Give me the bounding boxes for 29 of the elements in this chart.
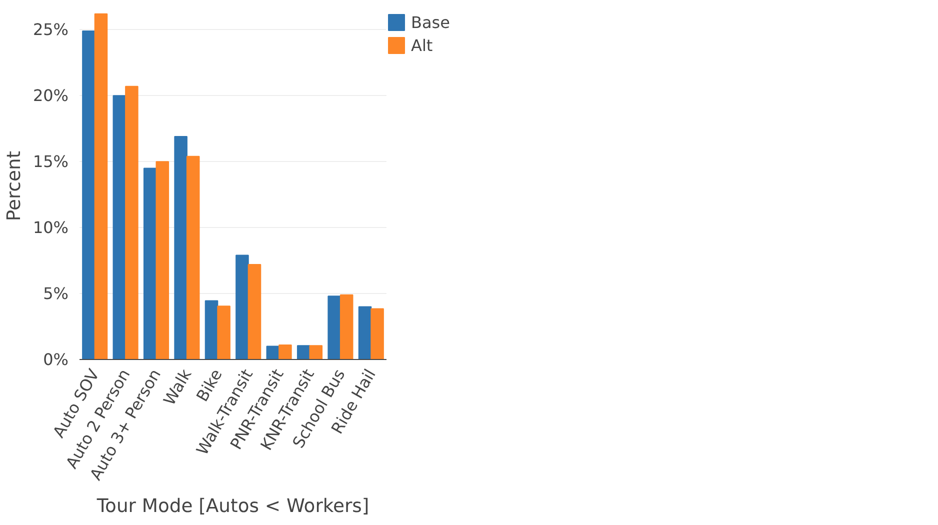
bar [174, 136, 188, 360]
y-axis-title: Percent [4, 150, 25, 222]
bar [94, 13, 108, 360]
bar [340, 294, 354, 360]
y-tick-label: 20% [32, 86, 68, 106]
bar [125, 86, 138, 360]
y-tick-label: 10% [32, 218, 68, 238]
bar [236, 254, 249, 360]
bar [296, 345, 310, 360]
bar [358, 306, 372, 360]
legend-label: Base [411, 12, 450, 32]
bar [156, 161, 170, 360]
bar [328, 296, 341, 360]
bar [112, 95, 126, 360]
y-tick-label: 25% [32, 20, 68, 40]
y-tick-label: 0% [43, 350, 69, 369]
bar [186, 156, 200, 360]
bar [204, 300, 218, 360]
bar [248, 264, 262, 360]
bar [278, 344, 292, 360]
bar [82, 30, 96, 360]
x-axis-title: Tour Mode [Autos < Workers] [96, 496, 370, 518]
bar [370, 308, 384, 360]
bar [217, 306, 230, 360]
bar [309, 345, 323, 360]
bar [143, 168, 157, 360]
legend-label: Alt [411, 36, 433, 54]
y-tick-label: 15% [32, 152, 68, 172]
y-tick-label: 5% [43, 284, 69, 304]
